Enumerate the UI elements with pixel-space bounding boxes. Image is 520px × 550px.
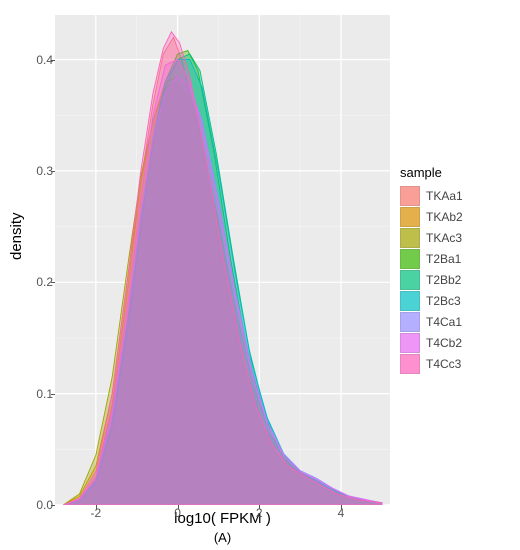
legend-swatch xyxy=(400,186,420,206)
legend-item: TKAb2 xyxy=(400,207,463,227)
legend-item: T4Cc3 xyxy=(400,354,463,374)
legend-swatch xyxy=(400,291,420,311)
legend-label: T4Ca1 xyxy=(426,315,462,329)
legend-swatch xyxy=(400,228,420,248)
legend: sample TKAa1 TKAb2 TKAc3 T2Ba1 T2Bb2 T2Bc3 T4C… xyxy=(400,165,463,375)
legend-swatch xyxy=(400,207,420,227)
legend-swatch xyxy=(400,249,420,269)
legend-item: T4Ca1 xyxy=(400,312,463,332)
legend-item: T2Bc3 xyxy=(400,291,463,311)
legend-item: T2Bb2 xyxy=(400,270,463,290)
plot-panel xyxy=(55,15,390,505)
legend-item: TKAa1 xyxy=(400,186,463,206)
legend-label: TKAb2 xyxy=(426,210,463,224)
figure: { "chart": { "type": "density", "xlabel"… xyxy=(0,0,520,550)
subplot-caption: (A) xyxy=(55,530,390,545)
density-svg xyxy=(55,15,390,505)
legend-item: TKAc3 xyxy=(400,228,463,248)
y-axis-label: density xyxy=(8,212,25,260)
legend-label: TKAc3 xyxy=(426,231,462,245)
legend-item: T2Ba1 xyxy=(400,249,463,269)
legend-label: T2Ba1 xyxy=(426,252,461,266)
legend-swatch xyxy=(400,270,420,290)
legend-item: T4Cb2 xyxy=(400,333,463,353)
legend-label: T4Cb2 xyxy=(426,336,462,350)
legend-swatch xyxy=(400,354,420,374)
density-T4Cc3 xyxy=(63,32,382,505)
legend-label: T4Cc3 xyxy=(426,357,461,371)
legend-label: T2Bb2 xyxy=(426,273,461,287)
legend-label: TKAa1 xyxy=(426,189,463,203)
legend-title: sample xyxy=(400,165,463,180)
legend-swatch xyxy=(400,312,420,332)
legend-label: T2Bc3 xyxy=(426,294,461,308)
legend-swatch xyxy=(400,333,420,353)
